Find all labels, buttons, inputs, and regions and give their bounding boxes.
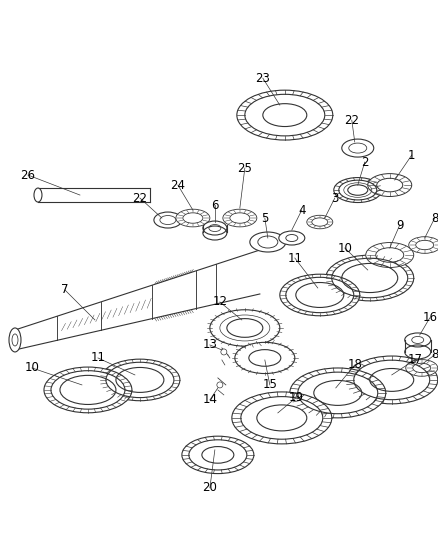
Ellipse shape: [232, 392, 332, 444]
Ellipse shape: [237, 90, 333, 140]
Ellipse shape: [280, 274, 360, 316]
Text: 18: 18: [347, 358, 362, 372]
Polygon shape: [15, 250, 260, 350]
Ellipse shape: [34, 188, 42, 202]
Ellipse shape: [326, 255, 414, 301]
Ellipse shape: [44, 367, 132, 413]
Text: 4: 4: [298, 204, 306, 216]
Text: 24: 24: [170, 179, 185, 191]
Text: 25: 25: [237, 161, 252, 175]
Ellipse shape: [235, 342, 295, 374]
Ellipse shape: [210, 310, 280, 346]
Ellipse shape: [368, 174, 412, 197]
Text: 10: 10: [25, 361, 39, 375]
Text: 1: 1: [408, 149, 416, 161]
Text: 9: 9: [396, 219, 403, 231]
Ellipse shape: [342, 139, 374, 157]
Circle shape: [217, 382, 223, 388]
Text: 14: 14: [202, 393, 217, 407]
Ellipse shape: [182, 436, 254, 474]
Text: 13: 13: [202, 338, 217, 351]
Text: 6: 6: [211, 198, 219, 212]
Text: 11: 11: [287, 252, 302, 264]
Ellipse shape: [307, 215, 333, 229]
Ellipse shape: [100, 359, 180, 401]
Text: 7: 7: [61, 284, 69, 296]
Text: 22: 22: [132, 191, 148, 205]
Text: 22: 22: [344, 114, 359, 127]
Text: 8: 8: [431, 212, 438, 224]
Text: 10: 10: [337, 241, 352, 255]
Ellipse shape: [346, 356, 438, 404]
Ellipse shape: [223, 209, 257, 227]
Text: 19: 19: [288, 391, 303, 405]
Ellipse shape: [250, 232, 286, 252]
Ellipse shape: [176, 209, 210, 227]
Text: 11: 11: [90, 351, 106, 365]
Ellipse shape: [406, 360, 438, 376]
Ellipse shape: [366, 243, 414, 268]
Polygon shape: [38, 188, 150, 202]
Circle shape: [221, 349, 227, 355]
Ellipse shape: [409, 237, 438, 253]
Text: 3: 3: [331, 191, 339, 205]
Text: 16: 16: [422, 311, 437, 325]
Ellipse shape: [279, 231, 305, 245]
Text: 26: 26: [21, 168, 35, 182]
Text: 17: 17: [407, 353, 422, 367]
Ellipse shape: [203, 221, 227, 235]
Text: 12: 12: [212, 295, 227, 309]
Ellipse shape: [405, 333, 431, 347]
Text: 20: 20: [202, 481, 217, 494]
Ellipse shape: [9, 328, 21, 352]
Ellipse shape: [154, 212, 182, 228]
Ellipse shape: [290, 368, 386, 418]
Ellipse shape: [334, 177, 382, 203]
Text: 15: 15: [262, 378, 277, 391]
Text: 2: 2: [361, 156, 368, 168]
Text: 23: 23: [255, 71, 270, 85]
Text: 5: 5: [261, 212, 268, 224]
Text: 8: 8: [431, 349, 438, 361]
